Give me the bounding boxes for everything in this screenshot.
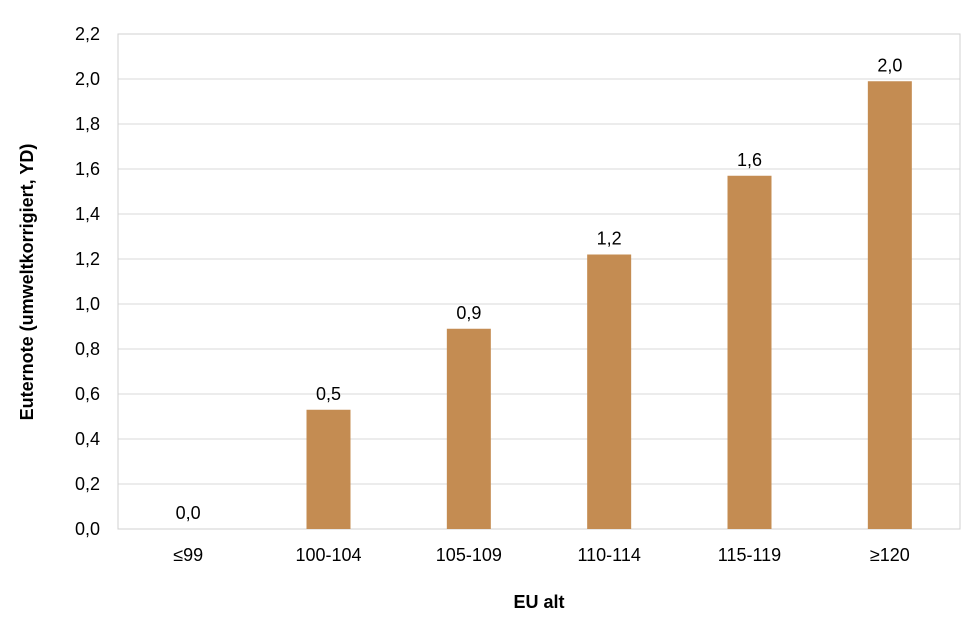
gridlines	[118, 33, 960, 530]
y-tick-label: 1,4	[75, 204, 100, 224]
bars: 0,0 0,5 0,9 1,2 1,6 2,0	[176, 55, 912, 529]
y-tick-label: 0,4	[75, 429, 100, 449]
bar	[867, 81, 912, 529]
x-tick-label: 100-104	[295, 545, 361, 565]
data-label: 1,6	[737, 150, 762, 170]
data-label: 2,0	[877, 55, 902, 75]
y-tick-label: 2,2	[75, 24, 100, 44]
x-axis-title: EU alt	[513, 592, 564, 612]
y-tick-label: 0,2	[75, 474, 100, 494]
x-tick-label: ≥120	[870, 545, 910, 565]
x-tick-label: 110-114	[577, 545, 640, 565]
bar	[306, 409, 351, 529]
plot-area	[117, 33, 961, 530]
y-tick-label: 2,0	[75, 69, 100, 89]
bar	[727, 175, 772, 529]
x-axis-ticks: ≤99 100-104 105-109 110-114 115-119 ≥120	[173, 545, 910, 565]
y-tick-label: 0,6	[75, 384, 100, 404]
bar	[446, 328, 491, 529]
bar	[587, 254, 632, 529]
y-axis-ticks: 0,0 0,2 0,4 0,6 0,8 1,0 1,2 1,4 1,6 1,8 2,0 2,2	[75, 24, 100, 539]
x-tick-label: ≤99	[173, 545, 203, 565]
y-axis-title: Euternote (umweltkorrigiert, YD)	[17, 144, 37, 421]
data-label: 0,5	[316, 384, 341, 404]
y-tick-label: 1,6	[75, 159, 100, 179]
data-label: 0,9	[456, 303, 481, 323]
y-tick-label: 1,2	[75, 249, 100, 269]
x-tick-label: 105-109	[436, 545, 502, 565]
y-tick-label: 0,0	[75, 519, 100, 539]
y-tick-label: 1,0	[75, 294, 100, 314]
data-label: 0,0	[176, 503, 201, 523]
y-tick-label: 1,8	[75, 114, 100, 134]
data-label: 1,2	[597, 229, 622, 249]
y-tick-label: 0,8	[75, 339, 100, 359]
x-tick-label: 115-119	[718, 545, 781, 565]
